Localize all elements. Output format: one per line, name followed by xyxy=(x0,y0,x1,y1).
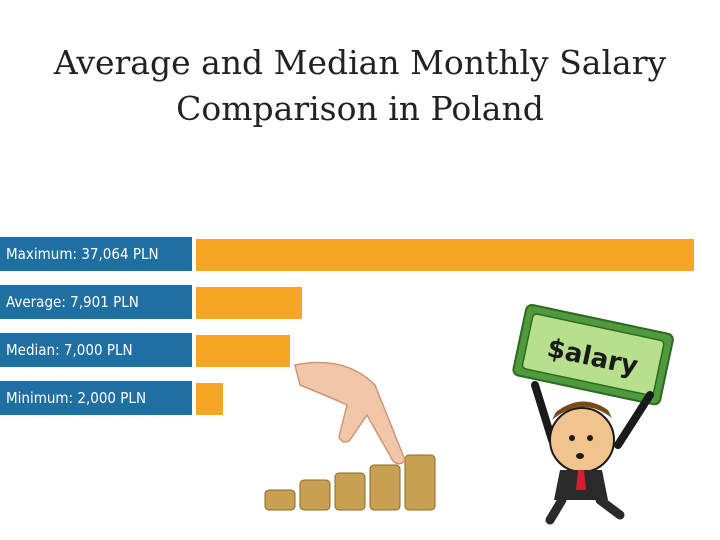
salary-man-illustration: $alary xyxy=(512,303,674,525)
bar xyxy=(196,287,303,319)
man-figure xyxy=(531,381,654,525)
hand-shape xyxy=(294,361,406,465)
bar-row: Maximum: 37,064 PLN xyxy=(0,237,720,271)
bar-label: Maximum: 37,064 PLN xyxy=(0,237,192,271)
bar-label: Minimum: 2,000 PLN xyxy=(0,381,192,415)
bar-row: Average: 7,901 PLN xyxy=(0,285,720,319)
bar-label: Average: 7,901 PLN xyxy=(0,285,192,319)
bar-label: Median: 7,000 PLN xyxy=(0,333,192,367)
title-line-1: Average and Median Monthly Salary xyxy=(53,43,667,82)
title-line-2: Comparison in Poland xyxy=(176,89,544,128)
bar-row: Minimum: 2,000 PLN xyxy=(0,381,720,415)
coins-hand-illustration xyxy=(264,361,436,511)
bar xyxy=(196,383,223,415)
chart-title: Average and Median Monthly Salary Compar… xyxy=(0,40,720,132)
bar xyxy=(196,335,291,367)
bar-chart: Maximum: 37,064 PLN Average: 7,901 PLN Med… xyxy=(0,230,720,420)
bar-row: Median: 7,000 PLN xyxy=(0,333,720,367)
salary-sign: $alary xyxy=(512,303,674,406)
coin-stacks xyxy=(264,454,436,511)
bar xyxy=(196,239,694,271)
